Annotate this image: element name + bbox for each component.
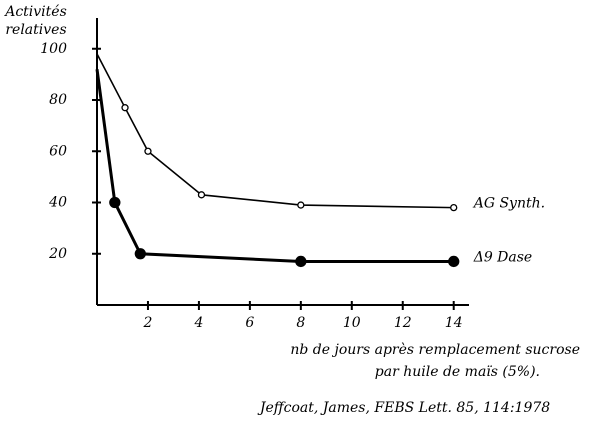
x-axis-label: nb de jours après remplacement sucrose (290, 342, 580, 358)
data-point (197, 191, 206, 199)
citation: Jeffcoat, James, FEBS Lett. 85, 114:1978 (257, 400, 550, 416)
series-line (95, 69, 454, 263)
y-axis-label: Activités (3, 4, 67, 20)
x-tick-label: 6 (245, 315, 254, 331)
y-tick-label: 40 (48, 195, 67, 211)
legend-label: Δ9 Dase (473, 249, 533, 265)
data-point (134, 248, 146, 260)
x-tick-label: 4 (193, 315, 203, 331)
data-point (297, 201, 305, 209)
x-axis-label: par huile de maïs (5%). (375, 364, 540, 380)
y-tick-label: 80 (49, 92, 67, 108)
x-tick-label: 2 (142, 315, 152, 331)
y-tick-label: 60 (49, 143, 67, 159)
x-tick-label: 10 (343, 315, 361, 331)
y-tick-label: 20 (48, 246, 67, 262)
data-point (109, 196, 121, 209)
x-tick-label: 8 (296, 315, 305, 331)
data-point (450, 203, 458, 212)
y-axis-label: relatives (5, 22, 66, 38)
data-point (144, 147, 152, 155)
series-line (96, 53, 454, 209)
x-tick-label: 12 (394, 315, 412, 331)
x-tick-label: 14 (445, 315, 463, 331)
data-point (448, 255, 460, 268)
y-tick-label: 100 (40, 41, 67, 57)
legend-label: AG Synth. (472, 196, 545, 212)
data-point (295, 255, 307, 268)
data-point (121, 104, 129, 112)
